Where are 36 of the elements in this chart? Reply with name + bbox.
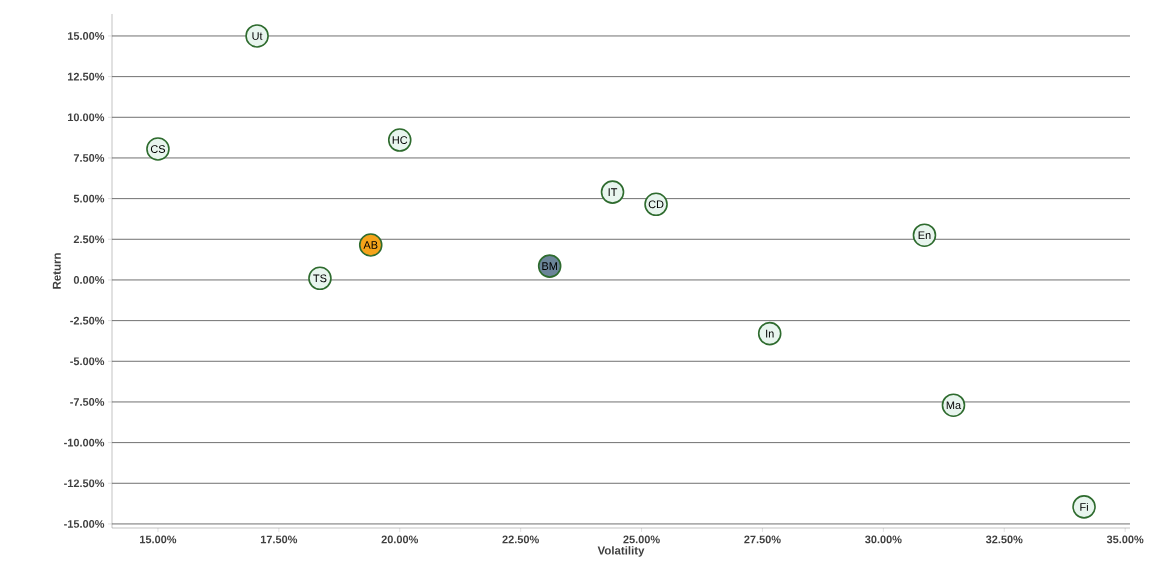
x-tick-label: 22.50% — [502, 535, 539, 544]
y-tick-label: -15.00% — [64, 520, 105, 528]
y-tick-label: 2.50% — [73, 235, 105, 244]
y-tick-label: -12.50% — [64, 479, 105, 488]
y-tick-label: -10.00% — [64, 438, 105, 447]
annotation: In — [766, 329, 774, 338]
y-tick-label: 5.00% — [73, 194, 105, 203]
x-tick-label: 17.50% — [260, 535, 298, 544]
y-tick-label: -7.50% — [70, 398, 105, 406]
annotation: En — [918, 231, 931, 239]
x-tick-label: 35.00% — [1106, 535, 1144, 544]
y-tick-label: 15.00% — [68, 32, 105, 40]
y-tick-label: 10.00% — [68, 113, 105, 122]
annotation: CD — [648, 200, 664, 209]
x-tick-label: 25.00% — [623, 535, 660, 544]
annotation: BM — [542, 262, 557, 270]
annotation: AB — [363, 241, 378, 249]
x-tick-label: 32.50% — [985, 535, 1023, 544]
y-tick-label: 7.50% — [73, 154, 105, 162]
x-axis-title: Volatility — [597, 546, 645, 557]
annotation: Ut — [252, 32, 263, 40]
y-tick-label: -5.00% — [70, 357, 105, 366]
annotation: Ma — [946, 401, 962, 410]
y-tick-label: -2.50% — [70, 316, 105, 325]
y-axis-title: Return — [52, 253, 61, 289]
annotation: TS — [313, 274, 327, 283]
annotation: IT — [608, 188, 618, 196]
x-tick-label: 27.50% — [744, 535, 781, 544]
annotation: CS — [150, 145, 166, 153]
x-tick-label: 20.00% — [381, 535, 419, 544]
annotation: HC — [392, 136, 408, 144]
y-tick-label: 0.00% — [73, 276, 105, 284]
annotation: Fi — [1080, 502, 1088, 511]
y-tick-label: 12.50% — [68, 72, 105, 81]
x-tick-label: 15.00% — [140, 535, 177, 544]
x-tick-label: 30.00% — [865, 535, 902, 544]
